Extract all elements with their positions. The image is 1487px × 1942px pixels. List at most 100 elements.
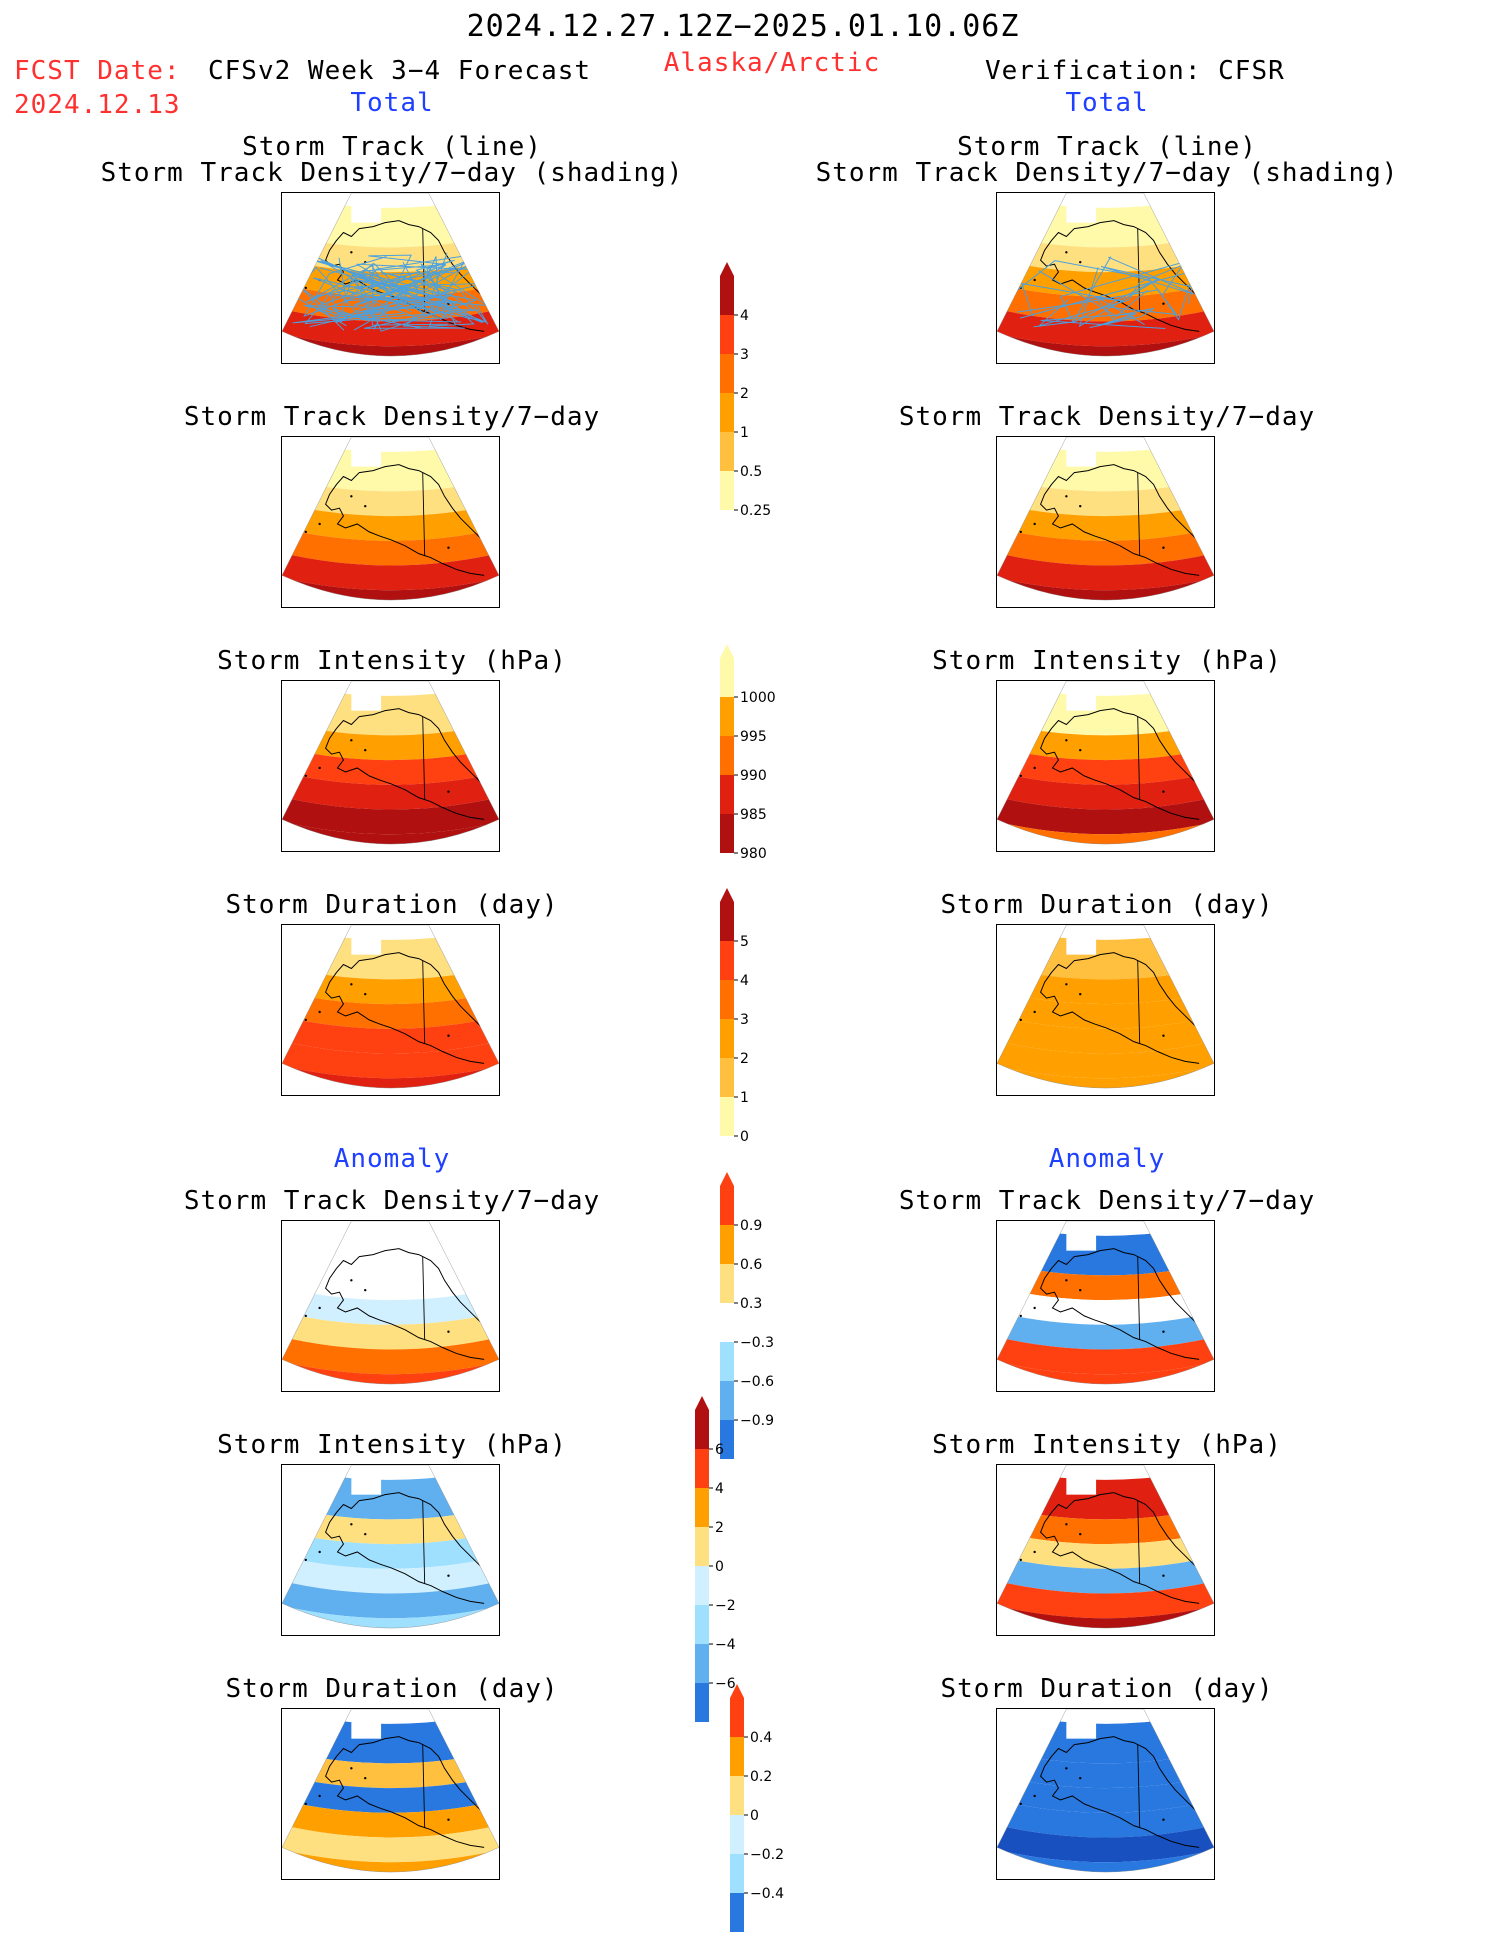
colorbar-tick-label: 4 bbox=[715, 1481, 724, 1497]
title-anom-intensity-left: Storm Intensity (hPa) bbox=[217, 1430, 567, 1460]
colorbar-density-total: 4 3 2 1 0.5 0.25 bbox=[720, 262, 790, 520]
colorbar-tick-label: 995 bbox=[740, 729, 767, 745]
colorbar-swatch bbox=[720, 276, 734, 315]
colorbar-duration-anom: 0.4 0.2 0 −0.2 −0.4 bbox=[730, 1684, 800, 1942]
colorbar-swatch bbox=[730, 1815, 744, 1854]
colorbar-swatch bbox=[720, 315, 734, 354]
colorbar-tick-label: 0 bbox=[715, 1559, 724, 1575]
colorbar-tick-label: 3 bbox=[740, 1012, 749, 1028]
colorbar-tick-label: 6 bbox=[715, 1442, 724, 1458]
colorbar-tick-label: −0.2 bbox=[750, 1847, 784, 1863]
colorbar-swatch bbox=[695, 1410, 709, 1449]
map-anom-duration-right bbox=[996, 1708, 1215, 1880]
colorbar-swatch bbox=[730, 1776, 744, 1815]
colorbar-duration-total: 5 4 3 2 1 0 bbox=[720, 888, 790, 1146]
map-track-left bbox=[281, 192, 500, 364]
title-track-line-left: Storm Track (line) bbox=[242, 132, 542, 162]
colorbar-swatch bbox=[720, 1264, 734, 1303]
colorbar-tick-label: −0.4 bbox=[750, 1886, 784, 1902]
map-anom-density-right bbox=[996, 1220, 1215, 1392]
colorbar-tick-label: 0.2 bbox=[750, 1769, 772, 1785]
colorbar-tick-label: 1 bbox=[740, 425, 749, 441]
colorbar-tick-label: 1000 bbox=[740, 690, 776, 706]
colorbar-swatch bbox=[720, 393, 734, 432]
map-anom-intensity-right bbox=[996, 1464, 1215, 1636]
title-anom-duration-left: Storm Duration (day) bbox=[225, 1674, 559, 1704]
forecast-title: CFSv2 Week 3−4 Forecast bbox=[208, 56, 592, 86]
colorbar-swatch bbox=[720, 902, 734, 941]
title-anom-intensity-right: Storm Intensity (hPa) bbox=[932, 1430, 1282, 1460]
colorbar-swatch bbox=[720, 1019, 734, 1058]
colorbar-swatch bbox=[720, 775, 734, 814]
colorbar-tick-label: 3 bbox=[740, 347, 749, 363]
map-duration-left bbox=[281, 924, 500, 1096]
map-anom-density-left bbox=[281, 1220, 500, 1392]
colorbar-swatch bbox=[720, 980, 734, 1019]
colorbar-swatch bbox=[695, 1566, 709, 1605]
colorbar-swatch bbox=[720, 814, 734, 853]
map-density-right bbox=[996, 436, 1215, 608]
region-title: Alaska/Arctic bbox=[663, 48, 881, 78]
colorbar-swatch bbox=[720, 1381, 734, 1420]
colorbar-swatch bbox=[720, 354, 734, 393]
colorbar-swatch bbox=[730, 1698, 744, 1737]
date-range-title: 2024.12.27.12Z−2025.01.10.06Z bbox=[466, 9, 1020, 44]
anomaly-label-right: Anomaly bbox=[1048, 1144, 1166, 1174]
total-label-right: Total bbox=[1065, 88, 1149, 118]
colorbar-swatch bbox=[720, 1303, 734, 1342]
colorbar-tick-label: 990 bbox=[740, 768, 767, 784]
title-density-left: Storm Track Density/7−day bbox=[183, 402, 601, 432]
colorbar-tick-label: −4 bbox=[715, 1637, 736, 1653]
colorbar-swatch bbox=[720, 941, 734, 980]
title-duration-left: Storm Duration (day) bbox=[225, 890, 559, 920]
title-track-line-right: Storm Track (line) bbox=[957, 132, 1257, 162]
colorbar-tick-label: −0.9 bbox=[740, 1413, 774, 1429]
colorbar-swatch bbox=[695, 1605, 709, 1644]
fcst-date-value: 2024.12.13 bbox=[14, 90, 181, 120]
colorbar-tick-label: 0.5 bbox=[740, 464, 762, 480]
colorbar-tick-label: 0 bbox=[740, 1129, 749, 1145]
colorbar-swatch bbox=[720, 658, 734, 697]
colorbar-tick-label: 1 bbox=[740, 1090, 749, 1106]
colorbar-tick-label: 980 bbox=[740, 846, 767, 862]
colorbar-tick-label: 0.9 bbox=[740, 1218, 762, 1234]
colorbar-swatch bbox=[720, 1342, 734, 1381]
map-intensity-right bbox=[996, 680, 1215, 852]
colorbar-swatch bbox=[720, 471, 734, 510]
anomaly-label-left: Anomaly bbox=[333, 1144, 451, 1174]
colorbar-swatch bbox=[695, 1527, 709, 1566]
title-anom-density-left: Storm Track Density/7−day bbox=[183, 1186, 601, 1216]
map-anom-duration-left bbox=[281, 1708, 500, 1880]
title-track-shading-right: Storm Track Density/7−day (shading) bbox=[815, 158, 1399, 188]
map-track-right bbox=[996, 192, 1215, 364]
colorbar-swatch bbox=[695, 1644, 709, 1683]
colorbar-tick-label: −6 bbox=[715, 1676, 736, 1692]
map-anom-intensity-left bbox=[281, 1464, 500, 1636]
colorbar-swatch bbox=[695, 1488, 709, 1527]
colorbar-tick-label: 0.25 bbox=[740, 503, 771, 519]
colorbar-intensity-anom: 6 4 2 0 −2 −4 −6 bbox=[695, 1396, 765, 1732]
colorbar-swatch bbox=[695, 1449, 709, 1488]
map-density-left bbox=[281, 436, 500, 608]
colorbar-tick-label: 2 bbox=[715, 1520, 724, 1536]
fcst-date-label: FCST Date: bbox=[14, 56, 181, 86]
title-density-right: Storm Track Density/7−day bbox=[898, 402, 1316, 432]
colorbar-tick-label: 0 bbox=[750, 1808, 759, 1824]
title-anom-density-right: Storm Track Density/7−day bbox=[898, 1186, 1316, 1216]
colorbar-swatch bbox=[720, 697, 734, 736]
colorbar-swatch bbox=[730, 1854, 744, 1893]
map-duration-right bbox=[996, 924, 1215, 1096]
colorbar-tick-label: −0.6 bbox=[740, 1374, 774, 1390]
colorbar-swatch bbox=[720, 1225, 734, 1264]
colorbar-swatch bbox=[720, 1097, 734, 1136]
colorbar-swatch bbox=[720, 1186, 734, 1225]
colorbar-tick-label: 0.4 bbox=[750, 1730, 772, 1746]
colorbar-tick-label: 2 bbox=[740, 386, 749, 402]
title-intensity-left: Storm Intensity (hPa) bbox=[217, 646, 567, 676]
colorbar-tick-label: 4 bbox=[740, 308, 749, 324]
colorbar-tick-label: 2 bbox=[740, 1051, 749, 1067]
colorbar-tick-label: 985 bbox=[740, 807, 767, 823]
map-intensity-left bbox=[281, 680, 500, 852]
verification-title: Verification: CFSR bbox=[985, 56, 1285, 86]
title-track-shading-left: Storm Track Density/7−day (shading) bbox=[100, 158, 684, 188]
